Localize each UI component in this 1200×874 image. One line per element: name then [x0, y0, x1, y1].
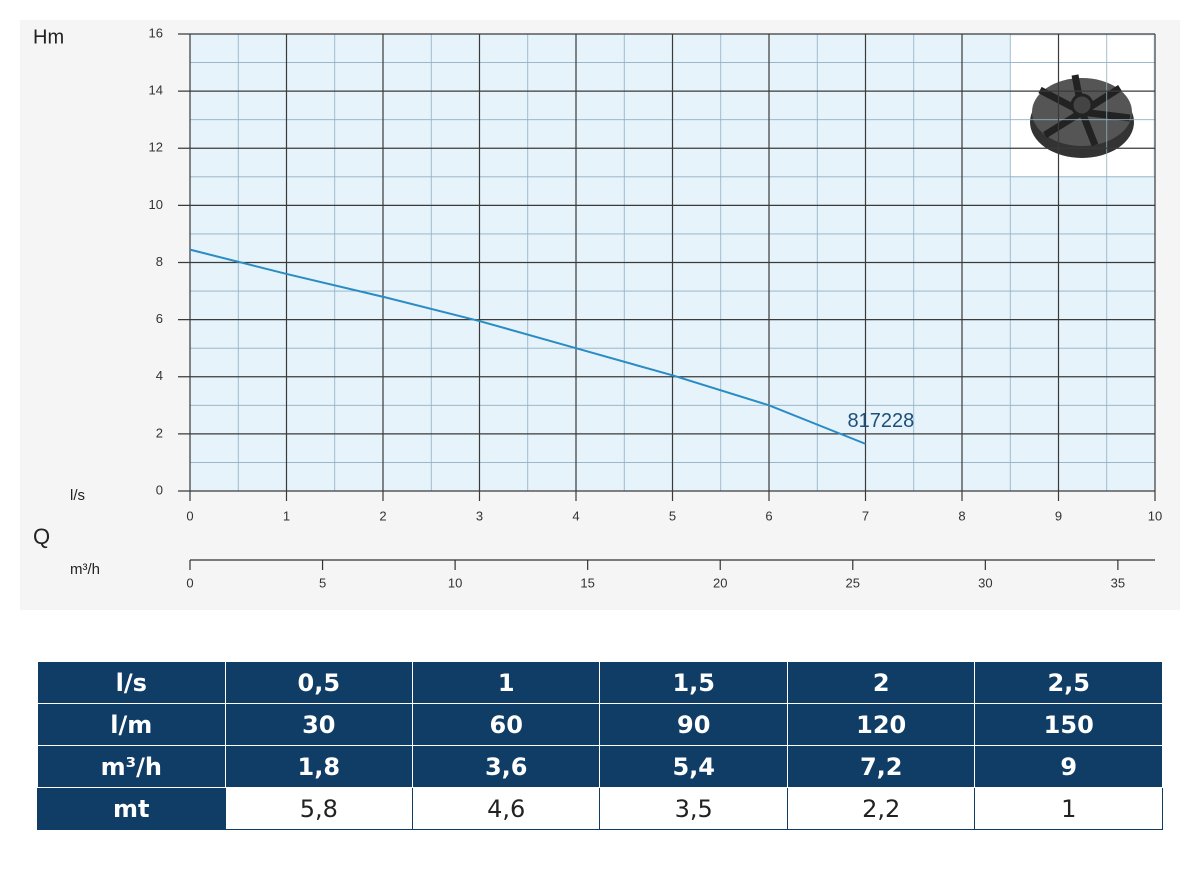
table-cell: 5,4 — [599, 745, 788, 788]
x2-tick-label: 30 — [978, 575, 992, 590]
table-cell: 1,5 — [599, 661, 788, 704]
table-cell: 9 — [974, 745, 1163, 788]
impeller-icon — [1010, 36, 1153, 176]
x-tick-label: 5 — [669, 508, 676, 523]
row-header: l/s — [37, 661, 226, 704]
x-tick-label: 4 — [572, 508, 579, 523]
table-row: m³/h 1,8 3,6 5,4 7,2 9 — [37, 745, 1163, 788]
table-cell: 1,8 — [224, 745, 414, 788]
table-cell: 3,6 — [412, 745, 601, 788]
table-cell: 2 — [786, 661, 976, 704]
x-tick-label: 10 — [1148, 508, 1162, 523]
series-label: 817228 — [848, 410, 915, 432]
x-axis-label: l/s — [70, 487, 85, 504]
table-cell: 30 — [224, 703, 414, 746]
data-table: l/s 0,5 1 1,5 2 2,5 l/m 30 60 90 120 150 m³/h 1,8 3,6 5… — [37, 661, 1163, 830]
y-tick-label: 12 — [149, 140, 163, 155]
x2-tick-label: 15 — [580, 575, 594, 590]
table-cell: 60 — [412, 703, 601, 746]
y-tick-label: 16 — [149, 25, 163, 40]
table-cell: 3,5 — [599, 787, 788, 830]
x-tick-label: 0 — [186, 508, 193, 523]
row-header: l/m — [37, 703, 226, 746]
x2-tick-label: 0 — [186, 575, 193, 590]
x2-tick-label: 25 — [846, 575, 860, 590]
table-cell: 4,6 — [412, 787, 601, 830]
y-tick-label: 6 — [156, 311, 163, 326]
table-cell: 0,5 — [224, 661, 414, 704]
table-cell: 90 — [599, 703, 788, 746]
table-row: l/m 30 60 90 120 150 — [37, 703, 1163, 746]
y-axis-label: Hm — [33, 26, 64, 48]
table-cell: 2,5 — [974, 661, 1163, 704]
y-tick-label: 4 — [156, 368, 163, 383]
x2-axis-label: m³/h — [70, 561, 100, 578]
table-row: mt 5,8 4,6 3,5 2,2 1 — [37, 787, 1163, 830]
table-row: l/s 0,5 1 1,5 2 2,5 — [37, 661, 1163, 704]
table-cell: 120 — [786, 703, 976, 746]
table-cell: 2,2 — [786, 787, 976, 830]
x2-tick-label: 10 — [448, 575, 462, 590]
x-tick-label: 3 — [476, 508, 483, 523]
y-tick-label: 8 — [156, 254, 163, 269]
y-tick-label: 2 — [156, 425, 163, 440]
table-cell: 150 — [974, 703, 1163, 746]
y-tick-label: 14 — [149, 83, 163, 98]
q-label: Q — [33, 524, 50, 549]
row-header: m³/h — [37, 745, 226, 788]
x-tick-label: 6 — [765, 508, 772, 523]
row-header: mt — [37, 787, 226, 830]
x-tick-label: 8 — [958, 508, 965, 523]
table-cell: 1 — [412, 661, 601, 704]
x-tick-label: 1 — [283, 508, 290, 523]
x-tick-label: 7 — [862, 508, 869, 523]
x-tick-label: 2 — [379, 508, 386, 523]
table-cell: 7,2 — [786, 745, 976, 788]
x2-tick-label: 35 — [1111, 575, 1125, 590]
table-cell: 1 — [974, 787, 1163, 830]
y-tick-label: 0 — [156, 482, 163, 497]
table-cell: 5,8 — [224, 787, 414, 830]
x-tick-label: 9 — [1055, 508, 1062, 523]
x2-tick-label: 20 — [713, 575, 727, 590]
y-tick-label: 10 — [149, 197, 163, 212]
x2-tick-label: 5 — [319, 575, 326, 590]
series-line — [189, 248, 866, 445]
